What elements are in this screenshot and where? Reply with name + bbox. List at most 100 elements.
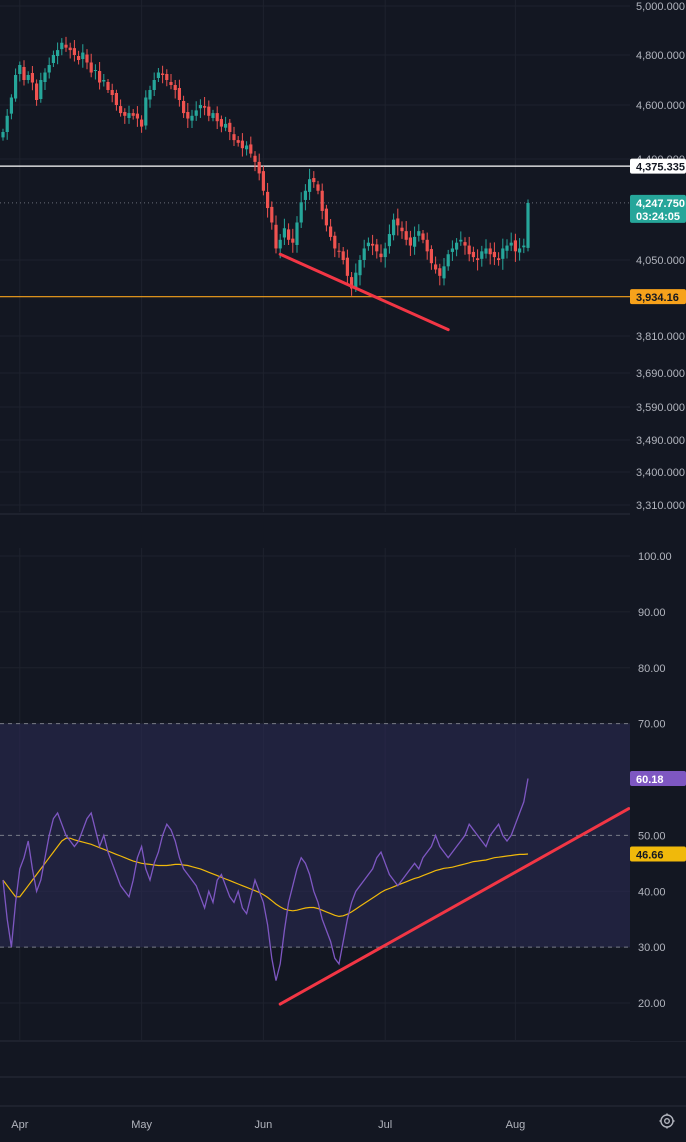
- rsi-tick-3: 70.00: [638, 719, 666, 731]
- candle-123: [518, 238, 522, 261]
- candle-36: [152, 72, 156, 96]
- candle-body: [30, 73, 34, 83]
- candle-69: [291, 228, 295, 253]
- candle-119: [501, 238, 505, 270]
- candle-body: [93, 70, 97, 71]
- rsi-ma-badge-text-0: 46.66: [636, 850, 664, 862]
- candle-2: [9, 94, 13, 120]
- candle-body: [459, 239, 463, 242]
- candle-96: [404, 221, 408, 246]
- rsi-tick-2: 80.00: [638, 663, 666, 675]
- candle-body: [5, 115, 9, 132]
- candle-body: [18, 65, 22, 74]
- candle-body: [413, 236, 417, 247]
- candle-body: [429, 249, 433, 264]
- rsi-tick-1: 90.00: [638, 607, 666, 619]
- rsi-tick-0: 100.00: [638, 551, 672, 563]
- rsi-pane[interactable]: [0, 723, 631, 1006]
- rsi-reference-lines: [0, 723, 630, 948]
- price-pane[interactable]: [0, 36, 630, 332]
- candle-88: [371, 234, 375, 256]
- candle-30: [127, 105, 131, 124]
- candle-31: [131, 109, 135, 120]
- candle-body: [47, 65, 51, 73]
- candle-102: [429, 245, 433, 270]
- candle-body: [77, 56, 81, 60]
- resistance-badge-text-0: 4,375.335: [636, 162, 685, 174]
- rsi-line: [2, 778, 529, 981]
- candle-46: [194, 101, 198, 121]
- candle-body: [131, 113, 135, 116]
- candle-68: [287, 223, 291, 245]
- candle-120: [505, 239, 509, 259]
- candle-22: [93, 64, 97, 80]
- candle-body: [291, 238, 295, 243]
- candle-114: [480, 245, 484, 267]
- candle-body: [425, 239, 429, 252]
- candle-27: [114, 89, 118, 111]
- candle-body: [156, 72, 160, 78]
- candle-body: [219, 119, 223, 127]
- rsi-value-badge-text-0: 60.18: [636, 774, 664, 786]
- price-tick-4: 4,050.000: [636, 255, 685, 267]
- candle-body: [182, 101, 186, 114]
- candle-107: [450, 240, 454, 261]
- gear-icon[interactable]: [659, 1113, 675, 1129]
- price-axis[interactable]: 5,000.0004,800.0004,600.0004,400.0004,05…: [630, 0, 686, 514]
- time-tick-3: Jul: [378, 1119, 392, 1131]
- candle-body: [438, 268, 442, 276]
- candle-body: [320, 190, 324, 211]
- rsi-trendline[interactable]: [278, 807, 631, 1006]
- candle-38: [161, 65, 165, 84]
- candle-body: [333, 235, 337, 249]
- candle-14: [60, 38, 64, 56]
- candle-35: [148, 85, 152, 108]
- price-trendline[interactable]: [278, 252, 450, 332]
- candle-52: [219, 115, 223, 133]
- candle-125: [526, 199, 530, 252]
- resistance-badge-bg: [630, 158, 686, 174]
- candle-45: [190, 109, 194, 128]
- time-axis[interactable]: Apr May Jun Jul Aug: [11, 1119, 525, 1131]
- candle-110: [463, 237, 467, 255]
- candle-86: [362, 239, 366, 268]
- candle-105: [442, 257, 446, 286]
- candle-49: [207, 100, 211, 122]
- candle-29: [123, 108, 127, 124]
- candle-57: [240, 133, 244, 157]
- candle-77: [324, 204, 328, 232]
- candle-body: [245, 145, 249, 150]
- rsi-tick-7: 20.00: [638, 998, 666, 1010]
- candle-91: [383, 242, 387, 268]
- candle-body: [312, 178, 316, 183]
- candle-7: [30, 66, 34, 91]
- support-badge-bg: [630, 289, 686, 305]
- candle-122: [513, 233, 517, 262]
- candle-body: [207, 106, 211, 116]
- candle-28: [119, 99, 123, 117]
- candle-body: [9, 97, 13, 114]
- candle-65: [274, 215, 278, 254]
- rsi-value-badge-bg: [630, 770, 686, 786]
- candle-70: [295, 216, 299, 253]
- candle-0: [1, 128, 5, 141]
- candle-9: [39, 72, 43, 103]
- candle-body: [26, 75, 30, 80]
- candle-body: [211, 113, 215, 118]
- candle-64: [270, 201, 274, 230]
- candle-25: [106, 79, 110, 93]
- candle-98: [413, 226, 417, 255]
- candle-body: [173, 85, 177, 90]
- candle-16: [68, 42, 72, 59]
- candle-body: [169, 82, 173, 85]
- candle-body: [240, 140, 244, 149]
- candle-body: [404, 231, 408, 240]
- candle-103: [434, 256, 438, 274]
- candle-body: [224, 123, 228, 128]
- candle-54: [228, 119, 232, 141]
- candle-body: [228, 122, 232, 132]
- candle-body: [526, 202, 530, 248]
- candle-body: [35, 83, 39, 100]
